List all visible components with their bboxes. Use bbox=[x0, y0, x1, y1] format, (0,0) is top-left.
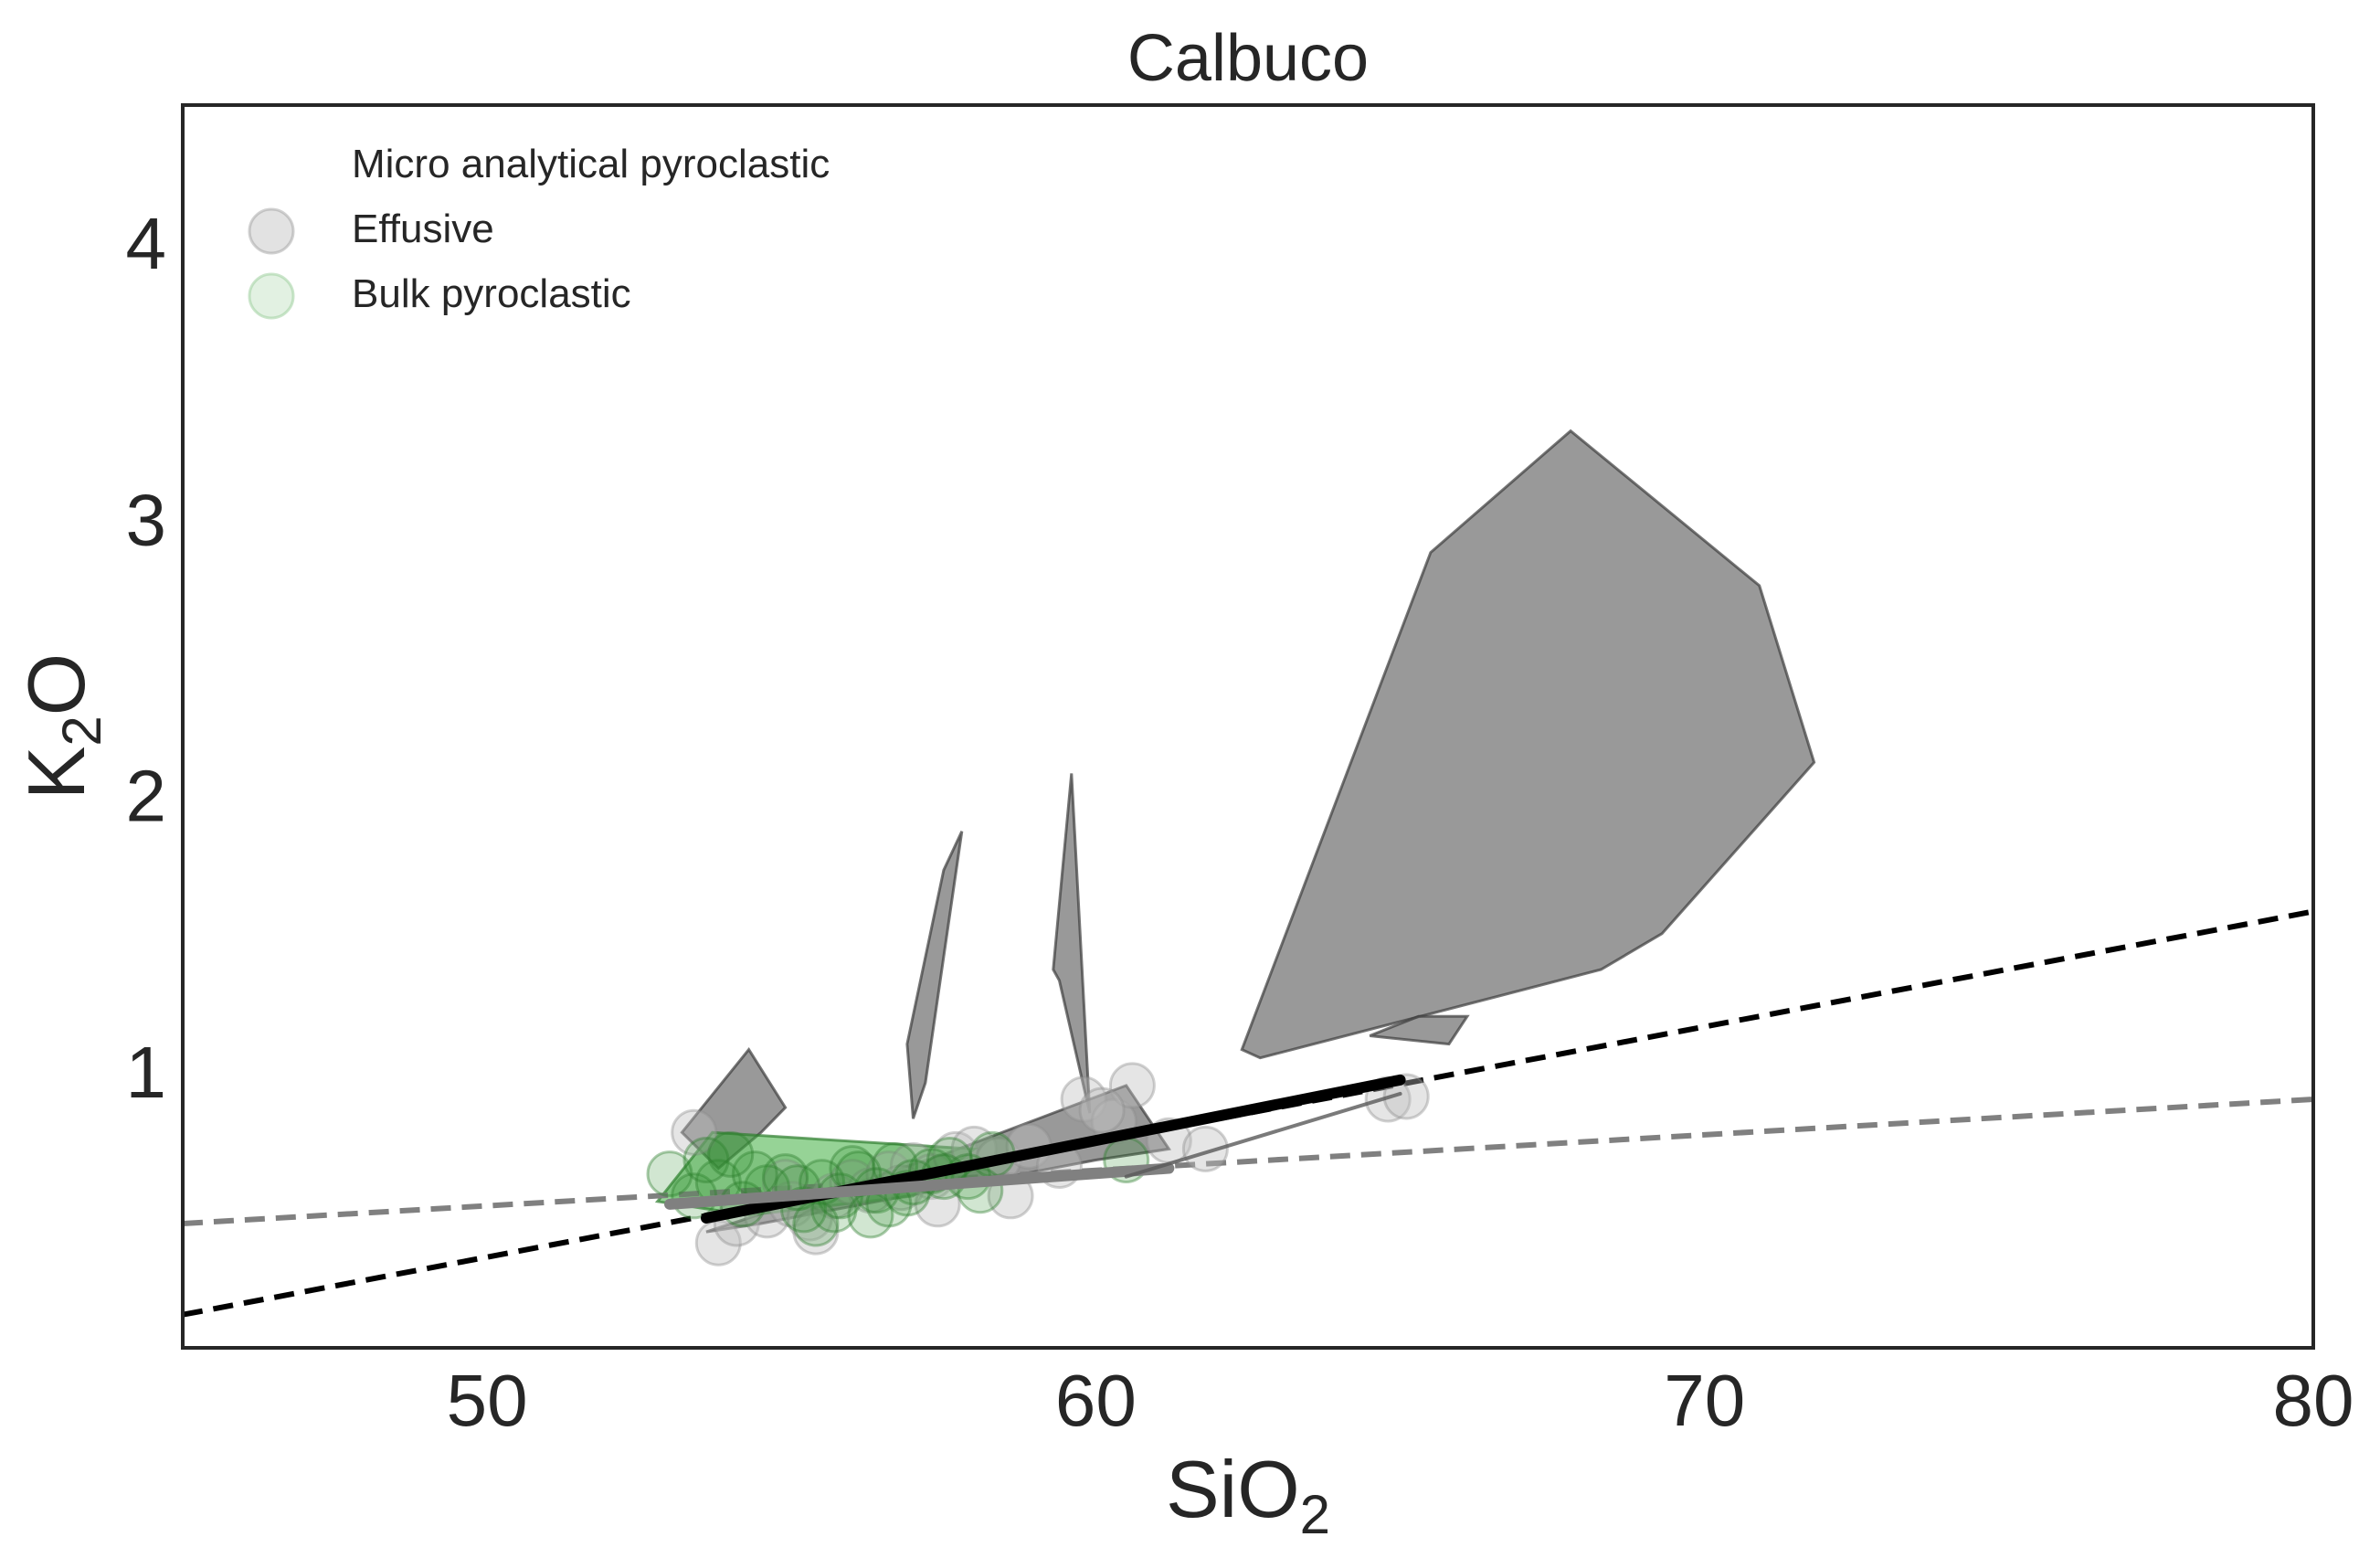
trend-line-layer bbox=[664, 1074, 1406, 1224]
y-axis-label-sub: 2 bbox=[51, 715, 112, 746]
effusive-point-24 bbox=[671, 1108, 718, 1156]
point-layer bbox=[646, 1062, 1430, 1267]
y-axis-ticks: 1 2 3 4 bbox=[126, 203, 167, 1113]
legend-label-micro-analytical-pyroclastic: Micro analytical pyroclastic bbox=[352, 142, 830, 186]
effusive-point-19 bbox=[1108, 1062, 1156, 1109]
x-tick-label-60: 60 bbox=[1055, 1360, 1137, 1441]
x-axis-label-main: SiO bbox=[1166, 1444, 1300, 1534]
data-polygon-4 bbox=[1052, 773, 1092, 1114]
effusive-point-28 bbox=[1078, 1086, 1126, 1134]
x-tick-label-50: 50 bbox=[447, 1360, 528, 1441]
x-axis-label: SiO2 bbox=[1166, 1444, 1330, 1545]
data-polygon-1 bbox=[1240, 429, 1816, 1060]
x-tick-label-80: 80 bbox=[2273, 1360, 2354, 1441]
data-polygon-2 bbox=[1369, 1014, 1470, 1046]
effusive-point-29 bbox=[792, 1208, 840, 1256]
legend-marker-effusive bbox=[248, 207, 295, 255]
bulk-pyroclastic-point-25 bbox=[957, 1167, 1004, 1214]
legend-marker-bulk-pyroclastic bbox=[248, 272, 295, 320]
trend-segment-3 bbox=[1124, 1091, 1402, 1179]
legend: Micro analytical pyroclastic Effusive Bu… bbox=[248, 142, 830, 320]
chart-title: Calbuco bbox=[1127, 22, 1369, 95]
legend-label-bulk-pyroclastic: Bulk pyroclastic bbox=[352, 271, 631, 316]
reference-line-2 bbox=[183, 1097, 2313, 1226]
bulk-pyroclastic-point-1 bbox=[646, 1150, 693, 1198]
data-polygon-3 bbox=[905, 831, 964, 1119]
y-tick-label-2: 2 bbox=[126, 756, 167, 837]
y-tick-label-4: 4 bbox=[126, 203, 167, 284]
reference-line-1 bbox=[183, 908, 2313, 1318]
x-tick-label-70: 70 bbox=[1664, 1360, 1745, 1441]
plot-frame bbox=[181, 103, 2315, 1350]
y-tick-label-1: 1 bbox=[126, 1032, 167, 1113]
legend-label-effusive: Effusive bbox=[352, 207, 494, 251]
bulk-pyroclastic-point-29 bbox=[707, 1130, 755, 1178]
y-axis-label-tail: O bbox=[11, 653, 101, 715]
reference-line-layer bbox=[183, 908, 2313, 1318]
y-axis-label-main: K bbox=[11, 747, 101, 800]
y-tick-label-3: 3 bbox=[126, 479, 167, 560]
effusive-point-17 bbox=[1060, 1076, 1107, 1123]
x-axis-label-sub: 2 bbox=[1300, 1484, 1330, 1545]
bulk-pyroclastic-point-26 bbox=[792, 1200, 840, 1247]
trend-segment-2 bbox=[664, 1162, 1175, 1210]
bulk-pyroclastic-point-18 bbox=[682, 1137, 730, 1183]
x-axis-ticks: 50 60 70 80 bbox=[447, 1360, 2354, 1441]
plot-area bbox=[183, 429, 2313, 1318]
effusive-point-21 bbox=[1181, 1125, 1229, 1172]
y-axis-label: K2O bbox=[11, 653, 112, 800]
